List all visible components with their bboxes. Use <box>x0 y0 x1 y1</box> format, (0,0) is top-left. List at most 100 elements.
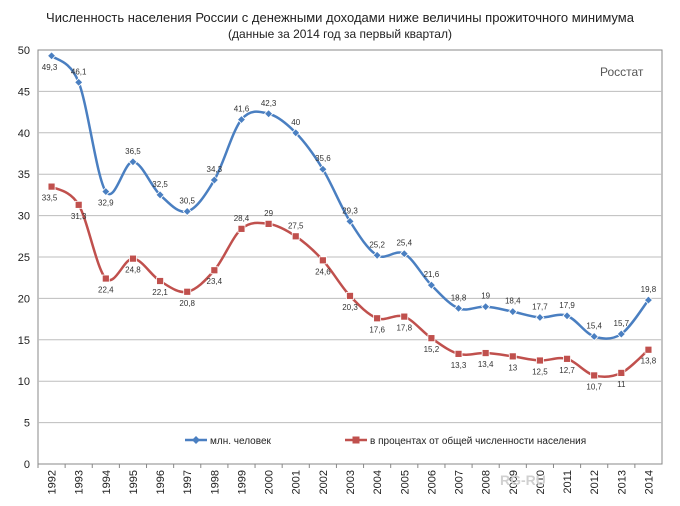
chart-subtitle: (данные за 2014 год за первый квартал) <box>228 27 452 41</box>
x-tick-label: 2013 <box>616 470 628 494</box>
data-label: 17,9 <box>559 301 575 310</box>
data-label: 40 <box>291 118 300 127</box>
data-point <box>291 232 300 241</box>
data-label: 34,3 <box>207 165 223 174</box>
data-label: 46,1 <box>71 67 87 76</box>
y-axis-ticks: 0 5 10 15 20 25 30 35 40 45 50 <box>18 45 30 471</box>
x-tick-label: 2011 <box>562 470 574 494</box>
x-tick-label: 1994 <box>101 470 113 494</box>
data-label: 17,8 <box>396 324 412 333</box>
data-label: 35,6 <box>315 154 331 163</box>
data-label: 13,8 <box>641 357 657 366</box>
x-tick-label: 2002 <box>318 470 330 494</box>
y-tick-label: 45 <box>18 86 30 98</box>
data-point <box>427 334 436 343</box>
data-label: 30,5 <box>179 196 195 205</box>
y-tick-label: 5 <box>24 418 30 430</box>
data-point <box>563 354 571 363</box>
x-tick-label: 2000 <box>264 470 276 494</box>
x-tick-label: 1999 <box>236 470 248 494</box>
series-line-1 <box>50 54 650 340</box>
data-label: 17,6 <box>369 325 385 334</box>
data-point <box>536 356 544 365</box>
data-point <box>373 314 382 323</box>
data-point <box>74 200 83 209</box>
watermark: RG-RU <box>500 472 546 488</box>
x-tick-label: 2005 <box>399 470 411 494</box>
x-tick-label: 1996 <box>155 470 167 494</box>
data-label: 42,3 <box>261 99 277 108</box>
x-tick-label: 2008 <box>481 470 493 494</box>
data-label: 29,3 <box>342 206 358 215</box>
data-point <box>209 175 219 185</box>
data-label: 15,2 <box>424 345 440 354</box>
data-point <box>481 302 491 312</box>
legend-marker <box>192 436 200 444</box>
data-point <box>508 352 517 361</box>
data-point <box>318 164 328 174</box>
data-point <box>101 187 111 197</box>
data-label: 28,4 <box>234 214 250 223</box>
data-point <box>129 254 137 263</box>
x-tick-label: 1997 <box>182 470 194 494</box>
data-label: 15,7 <box>614 319 630 328</box>
x-tick-label: 2012 <box>589 470 601 494</box>
source-label: Росстат <box>600 65 644 79</box>
data-point <box>74 77 84 87</box>
x-tick-label: 2010 <box>535 470 547 494</box>
legend-label: млн. человек <box>210 436 271 447</box>
data-point <box>346 292 354 300</box>
data-point <box>644 345 653 354</box>
x-tick-label: 1998 <box>209 470 221 494</box>
data-point <box>372 250 382 260</box>
data-label: 24,8 <box>125 266 141 275</box>
data-point <box>264 219 273 228</box>
data-label: 15,4 <box>586 321 602 330</box>
data-point <box>562 311 572 321</box>
data-point <box>155 190 165 200</box>
data-point <box>617 369 626 377</box>
data-point <box>101 274 110 283</box>
y-tick-label: 35 <box>18 169 30 181</box>
data-point <box>345 216 355 226</box>
data-label: 19,8 <box>641 285 657 294</box>
x-tick-label: 2004 <box>372 470 384 494</box>
data-point <box>291 128 301 138</box>
data-label: 22,4 <box>98 286 114 295</box>
data-label: 41,6 <box>234 105 250 114</box>
data-point <box>535 312 545 323</box>
x-tick-label: 2007 <box>454 470 466 494</box>
data-point <box>590 371 599 380</box>
data-label: 21,6 <box>424 270 440 279</box>
data-point <box>236 114 247 125</box>
data-label: 19 <box>481 292 490 301</box>
data-point <box>454 349 463 358</box>
data-label: 20,8 <box>179 299 195 308</box>
data-point <box>508 307 518 317</box>
data-point <box>183 287 192 296</box>
data-point <box>128 157 138 167</box>
legend-marker <box>352 436 360 444</box>
y-tick-label: 40 <box>18 128 30 140</box>
legend: млн. человек в процентах от общей численн… <box>185 435 586 447</box>
data-point <box>589 331 599 342</box>
x-tick-label: 1992 <box>47 470 59 494</box>
data-label: 33,5 <box>42 194 58 203</box>
data-label: 32,5 <box>152 180 168 189</box>
data-label: 23,4 <box>207 277 223 286</box>
data-point <box>182 206 192 217</box>
data-label: 27,5 <box>288 221 304 230</box>
data-label: 22,1 <box>152 288 168 297</box>
data-label: 49,3 <box>42 63 58 72</box>
y-tick-label: 30 <box>18 211 30 223</box>
data-label: 17,7 <box>532 302 548 311</box>
data-label: 13 <box>508 363 517 372</box>
x-tick-label: 2014 <box>643 470 655 494</box>
x-tick-label: 1995 <box>128 470 140 494</box>
data-label: 11 <box>617 380 626 389</box>
chart-title: Численность населения России с денежными… <box>46 10 634 25</box>
series-group: 49,3 46,1 32,9 36,5 32,5 30,5 34,3 41,6 42,3 40 35… <box>42 51 657 391</box>
y-tick-label: 0 <box>24 459 30 471</box>
data-label: 18,4 <box>505 297 521 306</box>
